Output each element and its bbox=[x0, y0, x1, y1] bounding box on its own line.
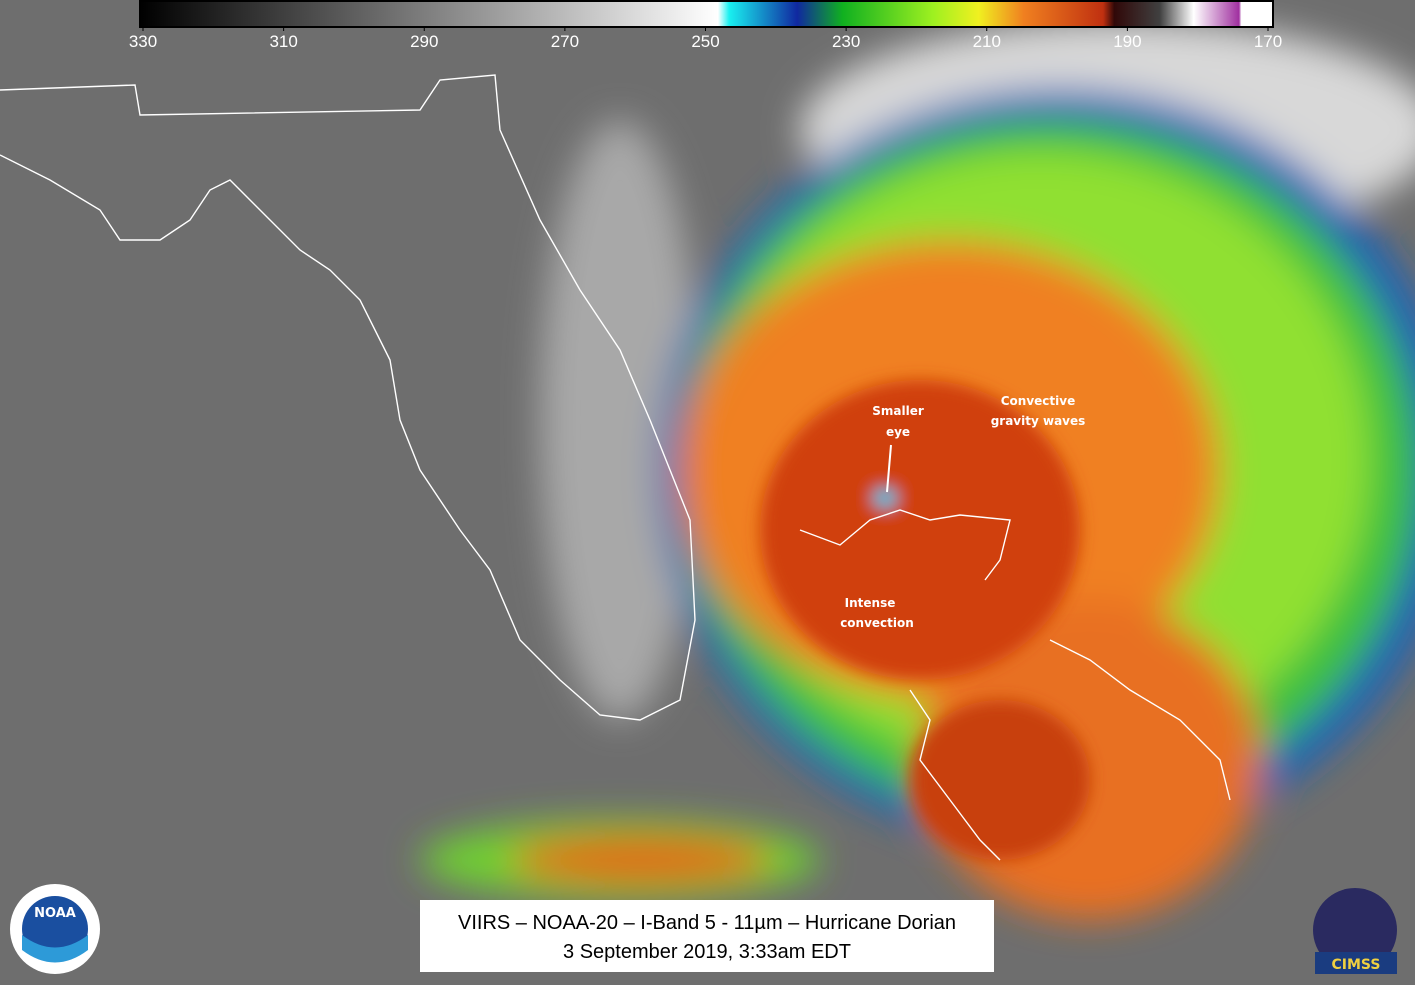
noaa-logo: NOAA bbox=[10, 884, 100, 974]
colorbar bbox=[139, 0, 1274, 28]
tick-label: 210 bbox=[973, 32, 1001, 51]
logo-text: CIMSS bbox=[1332, 957, 1381, 973]
tick-label: 270 bbox=[551, 32, 579, 51]
core bbox=[760, 380, 1090, 860]
annotation: Smaller bbox=[872, 404, 924, 418]
annotation: Convective bbox=[1001, 394, 1075, 408]
tick-label: 330 bbox=[129, 32, 157, 51]
caption-box bbox=[420, 900, 994, 972]
tick-label: 290 bbox=[410, 32, 438, 51]
annotation: eye bbox=[886, 425, 910, 439]
logo-text: NOAA bbox=[34, 906, 76, 921]
pointer bbox=[886, 444, 892, 493]
cimss-logo: CIMSS bbox=[1313, 888, 1397, 974]
tick-label: 250 bbox=[691, 32, 719, 51]
annotations: Smaller eye Convective gravity waves Int… bbox=[840, 394, 1085, 630]
tick-label: 230 bbox=[832, 32, 860, 51]
tick-label: 310 bbox=[269, 32, 297, 51]
annotation: Intense bbox=[845, 596, 896, 610]
annotation: convection bbox=[840, 616, 914, 630]
caption: 3 September 2019, 3:33am EDT bbox=[563, 941, 851, 963]
coastlines bbox=[0, 74, 1231, 861]
caption: VIIRS – NOAA-20 – I-Band 5 - 11µm – Hurr… bbox=[458, 912, 956, 934]
annotation: gravity waves bbox=[991, 414, 1086, 428]
tick-label: 190 bbox=[1113, 32, 1141, 51]
tick-label: 170 bbox=[1254, 32, 1282, 51]
